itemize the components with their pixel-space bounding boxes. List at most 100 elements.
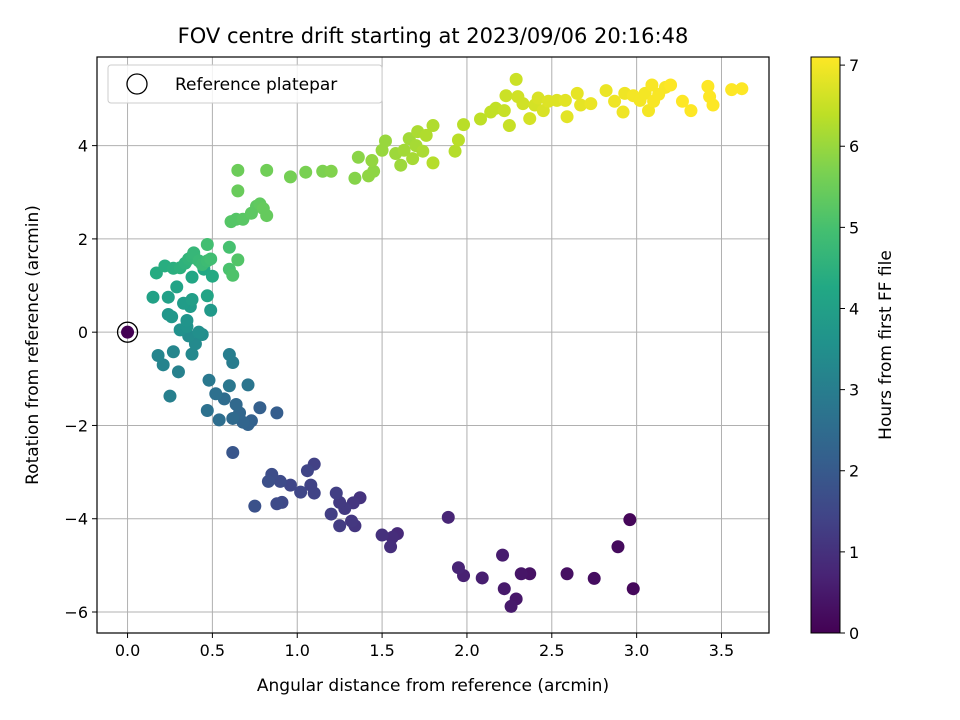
data-point bbox=[222, 240, 236, 254]
data-point bbox=[304, 478, 318, 492]
data-point bbox=[664, 78, 678, 92]
data-point bbox=[509, 72, 523, 86]
data-point bbox=[261, 474, 275, 488]
colorbar-label: Hours from first FF file bbox=[876, 250, 896, 440]
data-point bbox=[231, 184, 245, 198]
data-point bbox=[231, 253, 245, 267]
colorbar-tick-label: 5 bbox=[849, 218, 859, 237]
data-point bbox=[451, 133, 465, 147]
data-point bbox=[725, 83, 739, 97]
x-axis-ticks: 0.0 0.5 1.0 1.5 2.0 2.5 3.0 3.5 bbox=[115, 633, 734, 660]
data-point bbox=[146, 290, 160, 304]
colorbar-tick-label: 1 bbox=[849, 543, 859, 562]
y-axis-label: Rotation from reference (arcmin) bbox=[23, 205, 43, 485]
data-point bbox=[448, 144, 462, 158]
data-point bbox=[345, 514, 359, 528]
data-point bbox=[248, 499, 262, 513]
data-point bbox=[523, 112, 537, 126]
data-point bbox=[701, 79, 715, 93]
data-points bbox=[116, 72, 749, 613]
data-point bbox=[222, 379, 236, 393]
reference-platepar-marker bbox=[116, 321, 139, 343]
y-tick-label: −6 bbox=[64, 603, 88, 622]
data-point bbox=[531, 91, 545, 105]
colorbar bbox=[810, 56, 841, 634]
data-point bbox=[229, 397, 243, 411]
data-point bbox=[171, 365, 185, 379]
colorbar-tick-label: 6 bbox=[849, 137, 859, 156]
data-point bbox=[166, 345, 180, 359]
data-point bbox=[419, 128, 433, 142]
data-point bbox=[209, 387, 223, 401]
data-point bbox=[151, 348, 165, 362]
data-point bbox=[608, 94, 622, 108]
data-point bbox=[121, 325, 135, 339]
data-point bbox=[584, 97, 598, 111]
data-point bbox=[474, 112, 488, 126]
data-point bbox=[499, 89, 513, 103]
data-point bbox=[441, 510, 455, 524]
data-point bbox=[558, 93, 572, 107]
data-point bbox=[384, 540, 398, 554]
data-point bbox=[333, 519, 347, 533]
colorbar-tick-label: 0 bbox=[849, 624, 859, 643]
data-point bbox=[397, 143, 411, 157]
data-point bbox=[426, 119, 440, 133]
legend-label: Reference platepar bbox=[175, 75, 337, 95]
data-point bbox=[212, 413, 226, 427]
legend: Reference platepar bbox=[107, 64, 383, 104]
data-point bbox=[426, 156, 440, 170]
data-point bbox=[256, 202, 270, 216]
data-point bbox=[504, 599, 518, 613]
data-point bbox=[300, 464, 314, 478]
data-point bbox=[587, 571, 601, 585]
data-point bbox=[185, 347, 199, 361]
data-point bbox=[180, 314, 194, 328]
x-tick-label: 1.0 bbox=[285, 641, 310, 660]
data-point bbox=[735, 82, 749, 96]
data-point bbox=[260, 163, 274, 177]
data-point bbox=[451, 561, 465, 575]
data-point bbox=[475, 571, 489, 585]
grid-lines bbox=[97, 57, 769, 633]
data-point bbox=[645, 78, 659, 92]
x-tick-label: 0.0 bbox=[115, 641, 140, 660]
y-tick-label: −2 bbox=[64, 416, 88, 435]
data-point bbox=[222, 348, 236, 362]
colorbar-tick-label: 4 bbox=[849, 299, 859, 318]
data-point bbox=[185, 293, 199, 307]
data-point bbox=[367, 164, 381, 178]
colorbar-tick-label: 3 bbox=[849, 381, 859, 400]
data-point bbox=[351, 150, 365, 164]
data-point bbox=[616, 105, 630, 119]
data-point bbox=[375, 528, 389, 542]
data-point bbox=[348, 171, 362, 185]
legend-marker-icon bbox=[126, 73, 148, 95]
data-point bbox=[560, 567, 574, 581]
data-point bbox=[626, 582, 640, 596]
x-tick-label: 2.5 bbox=[539, 641, 564, 660]
data-point bbox=[675, 94, 689, 108]
y-tick-label: −4 bbox=[64, 510, 88, 529]
x-tick-label: 1.5 bbox=[369, 641, 394, 660]
data-point bbox=[161, 290, 175, 304]
x-tick-label: 3.5 bbox=[709, 641, 734, 660]
data-point bbox=[416, 144, 430, 158]
data-point bbox=[253, 401, 267, 415]
data-point bbox=[200, 289, 214, 303]
data-point bbox=[570, 86, 584, 100]
data-point bbox=[324, 164, 338, 178]
data-point bbox=[200, 237, 214, 251]
data-point bbox=[299, 165, 313, 179]
data-point bbox=[502, 119, 516, 133]
data-point bbox=[170, 280, 184, 294]
y-tick-label: 0 bbox=[78, 323, 88, 342]
data-point bbox=[202, 373, 216, 387]
data-point bbox=[204, 303, 218, 317]
data-point bbox=[231, 163, 245, 177]
data-point bbox=[574, 98, 588, 112]
data-point bbox=[226, 268, 240, 282]
data-point bbox=[283, 478, 297, 492]
data-point bbox=[192, 325, 206, 339]
